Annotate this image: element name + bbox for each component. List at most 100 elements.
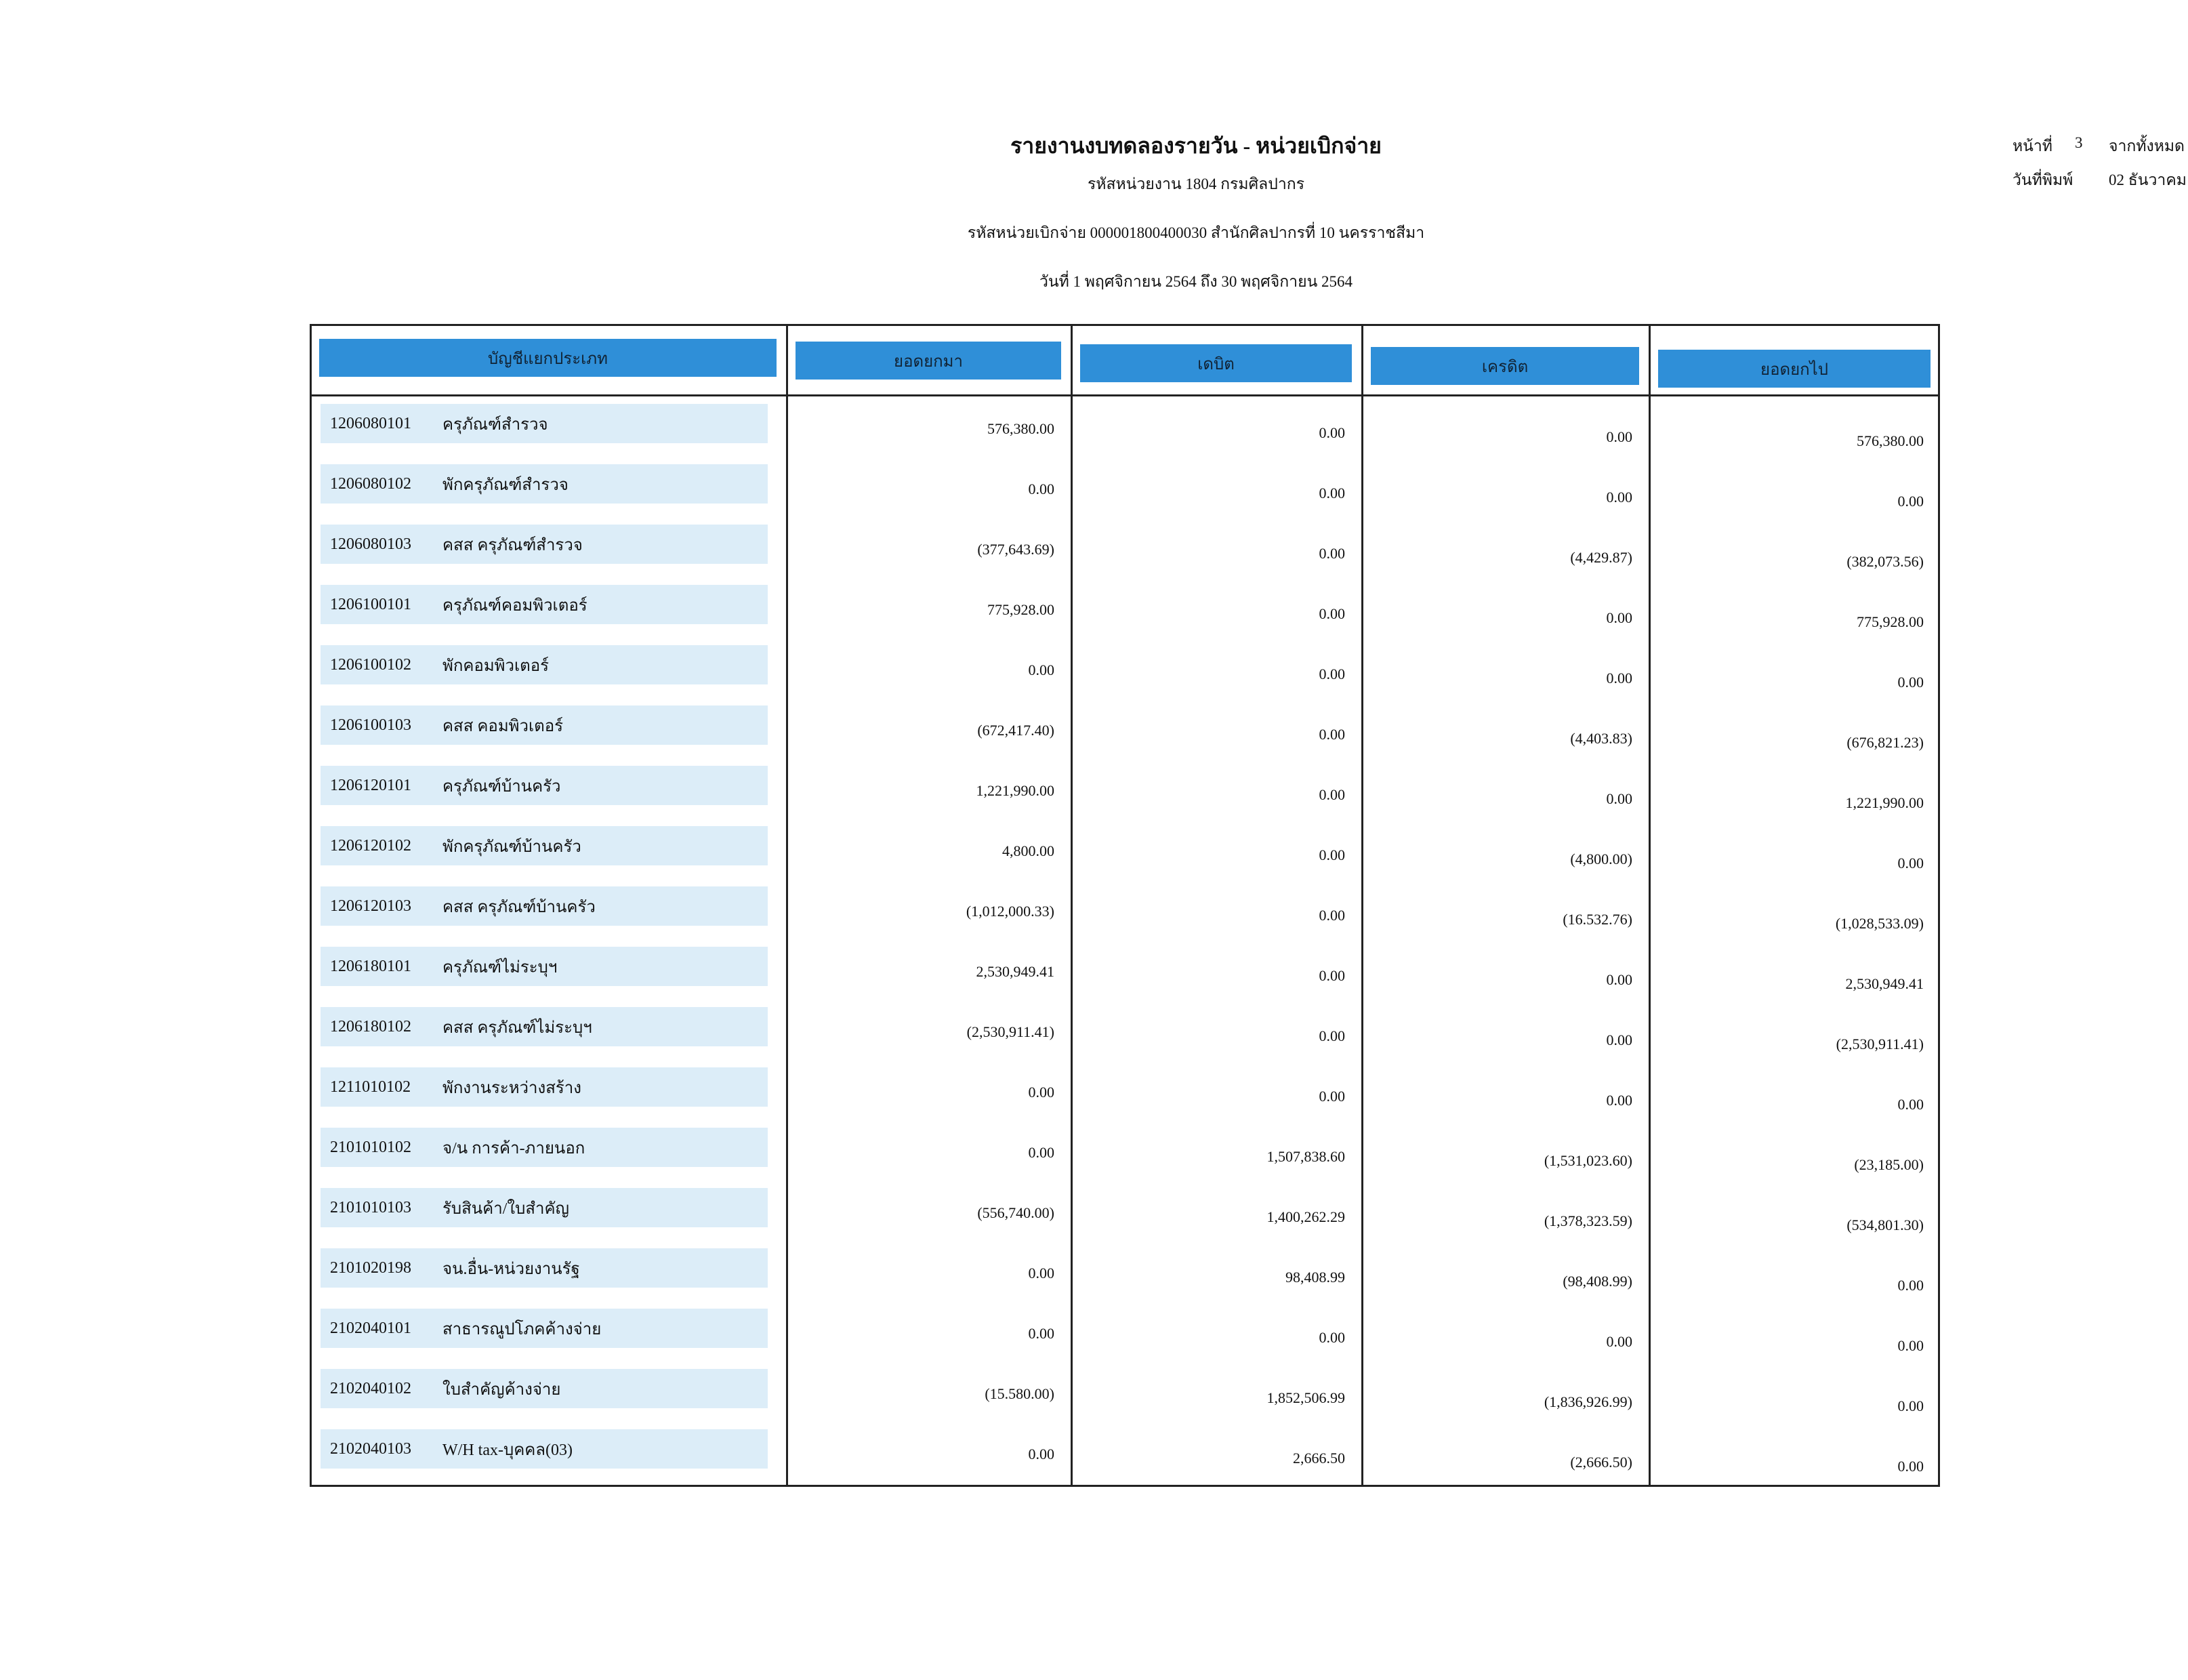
account-cell: 2101010102 จ/น การค้า-ภายนอก bbox=[321, 1128, 768, 1167]
amount: (672,417.40) bbox=[977, 722, 1054, 739]
amount: (676,821.23) bbox=[1846, 734, 1924, 751]
amount: 1,221,990.00 bbox=[976, 782, 1055, 799]
account-code: 1206120102 bbox=[330, 836, 411, 855]
account-name: รับสินค้า/ใบสำคัญ bbox=[442, 1200, 569, 1218]
column-header: บัญชีแยกประเภท bbox=[319, 339, 777, 377]
amount: 0.00 bbox=[1606, 670, 1633, 687]
amount: (16.532.76) bbox=[1563, 911, 1632, 928]
amount: 0.00 bbox=[1319, 1088, 1346, 1105]
amount: 0.00 bbox=[1028, 1325, 1055, 1342]
amount: 0.00 bbox=[1897, 1458, 1924, 1475]
amount: 775,928.00 bbox=[1857, 613, 1924, 630]
account-cell: 2102040103 W/H tax-บุคคล(03) bbox=[321, 1429, 768, 1469]
account-name: จน.อื่น-หน่วยงานรัฐ bbox=[442, 1260, 580, 1278]
amount: 4,800.00 bbox=[1002, 842, 1054, 859]
account-code: 1206080102 bbox=[330, 474, 411, 493]
account-cell: 1211010102 พักงานระหว่างสร้าง bbox=[321, 1067, 768, 1107]
amount: 0.00 bbox=[1028, 480, 1055, 497]
account-cell: 1206120102 พักครุภัณฑ์บ้านครัว bbox=[321, 826, 768, 865]
amount: 0.00 bbox=[1606, 971, 1633, 988]
amount: 0.00 bbox=[1319, 605, 1346, 622]
amount: 576,380.00 bbox=[1857, 432, 1924, 449]
amount: 98,408.99 bbox=[1285, 1269, 1345, 1286]
amount: 0.00 bbox=[1606, 428, 1633, 445]
amount: 0.00 bbox=[1028, 1446, 1055, 1462]
amount: 2,666.50 bbox=[1293, 1450, 1345, 1467]
account-name: คสส ครุภัณฑ์บ้านครัว bbox=[442, 898, 596, 916]
account-name: พักครุภัณฑ์สำรวจ bbox=[442, 476, 569, 494]
account-cell: 1206180101 ครุภัณฑ์ไม่ระบุฯ bbox=[321, 947, 768, 986]
amount: 576,380.00 bbox=[987, 420, 1054, 437]
account-name: คสส ครุภัณฑ์ไม่ระบุฯ bbox=[442, 1019, 592, 1037]
amount: 0.00 bbox=[1028, 1084, 1055, 1101]
account-cell: 1206180102 คสส ครุภัณฑ์ไม่ระบุฯ bbox=[321, 1007, 768, 1046]
amount: 0.00 bbox=[1606, 790, 1633, 807]
account-cell: 1206080102 พักครุภัณฑ์สำรวจ bbox=[321, 464, 768, 504]
account-name: พักคอมพิวเตอร์ bbox=[442, 657, 550, 675]
amount: 775,928.00 bbox=[987, 601, 1054, 618]
column-header: เดบิต bbox=[1080, 344, 1352, 382]
account-name: พักงานระหว่างสร้าง bbox=[442, 1079, 581, 1097]
amount: (23,185.00) bbox=[1854, 1156, 1924, 1173]
amount: 0.00 bbox=[1319, 1329, 1346, 1346]
account-name: ใบสำคัญค้างจ่าย bbox=[442, 1380, 561, 1399]
account-code: 1206080101 bbox=[330, 414, 411, 432]
account-code: 1206180102 bbox=[330, 1017, 411, 1036]
amount: (4,429.87) bbox=[1570, 549, 1632, 566]
amount: 0.00 bbox=[1897, 674, 1924, 691]
amount: (1,028,533.09) bbox=[1835, 915, 1924, 932]
account-name: ครุภัณฑ์บ้านครัว bbox=[442, 777, 561, 796]
account-code: 1211010102 bbox=[330, 1078, 411, 1096]
amount: 0.00 bbox=[1319, 485, 1346, 501]
amount: 0.00 bbox=[1319, 907, 1346, 924]
account-cell: 1206080101 ครุภัณฑ์สำรวจ bbox=[321, 404, 768, 443]
amount: 0.00 bbox=[1319, 424, 1346, 441]
account-cell: 1206100101 ครุภัณฑ์คอมพิวเตอร์ bbox=[321, 585, 768, 624]
print-label: วันที่พิมพ์ bbox=[2012, 171, 2073, 188]
amount: 0.00 bbox=[1897, 1277, 1924, 1294]
amount: 0.00 bbox=[1028, 1265, 1055, 1282]
column-divider bbox=[1071, 324, 1073, 1487]
account-name: คสส คอมพิวเตอร์ bbox=[442, 717, 564, 735]
amount: 1,400,262.29 bbox=[1266, 1208, 1346, 1225]
account-name: พักครุภัณฑ์บ้านครัว bbox=[442, 838, 581, 856]
amount: (534,801.30) bbox=[1846, 1216, 1924, 1233]
amount: 1,507,838.60 bbox=[1266, 1148, 1346, 1165]
account-cell: 2101010103 รับสินค้า/ใบสำคัญ bbox=[321, 1188, 768, 1227]
amount: 0.00 bbox=[1319, 665, 1346, 682]
account-cell: 2102040102 ใบสำคัญค้างจ่าย bbox=[321, 1369, 768, 1408]
account-cell: 1206080103 คสส ครุภัณฑ์สำรวจ bbox=[321, 525, 768, 564]
amount: 0.00 bbox=[1606, 609, 1633, 626]
amount: (1,378,323.59) bbox=[1544, 1212, 1632, 1229]
amount: (98,408.99) bbox=[1563, 1273, 1632, 1290]
amount: 0.00 bbox=[1319, 545, 1346, 562]
column-header: ยอดยกไป bbox=[1658, 350, 1931, 388]
table-border bbox=[310, 324, 1940, 1487]
amount: 0.00 bbox=[1319, 786, 1346, 803]
amount: 0.00 bbox=[1897, 1337, 1924, 1354]
account-name: สาธารณูปโภคค้างจ่าย bbox=[442, 1320, 602, 1338]
page-label: หน้าที่ bbox=[2012, 138, 2052, 155]
amount: 2,530,949.41 bbox=[976, 963, 1055, 980]
print-date: 02 ธันวาคม bbox=[2109, 171, 2187, 188]
account-code: 2102040103 bbox=[330, 1439, 411, 1458]
account-name: จ/น การค้า-ภายนอก bbox=[442, 1139, 585, 1157]
account-cell: 1206120103 คสส ครุภัณฑ์บ้านครัว bbox=[321, 886, 768, 926]
amount: 0.00 bbox=[1319, 846, 1346, 863]
account-code: 2101020198 bbox=[330, 1258, 411, 1277]
account-cell: 2102040101 สาธารณูปโภคค้างจ่าย bbox=[321, 1309, 768, 1348]
report-title: รายงานงบทดลองรายวัน - หน่วยเบิกจ่าย bbox=[1010, 134, 1382, 158]
page-number: 3 bbox=[2075, 134, 2083, 151]
amount: (556,740.00) bbox=[977, 1204, 1054, 1221]
column-header: เครดิต bbox=[1371, 347, 1639, 385]
amount: (15.580.00) bbox=[985, 1385, 1054, 1402]
amount: 0.00 bbox=[1028, 661, 1055, 678]
amount: 2,530,949.41 bbox=[1845, 975, 1924, 992]
account-name: ครุภัณฑ์สำรวจ bbox=[442, 415, 548, 434]
amount: 0.00 bbox=[1606, 1333, 1633, 1350]
column-header: ยอดยกมา bbox=[796, 342, 1061, 380]
account-cell: 2101020198 จน.อื่น-หน่วยงานรัฐ bbox=[321, 1248, 768, 1288]
account-code: 2101010103 bbox=[330, 1198, 411, 1216]
amount: 0.00 bbox=[1319, 967, 1346, 984]
header-divider bbox=[310, 394, 1940, 396]
